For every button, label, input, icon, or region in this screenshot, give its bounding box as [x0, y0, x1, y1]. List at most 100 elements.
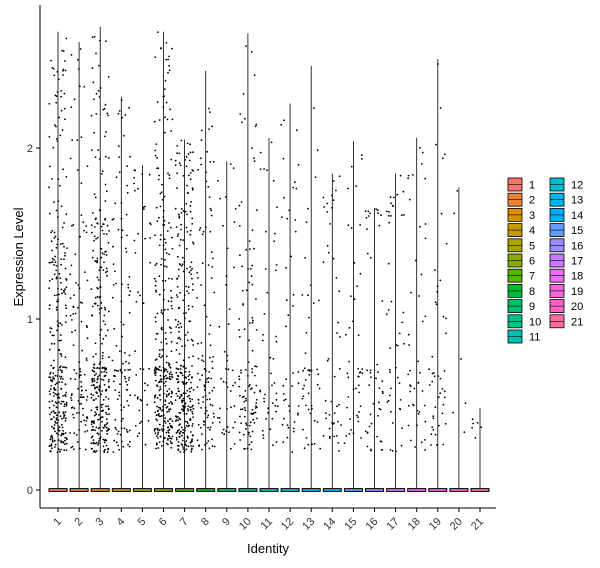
data-point [162, 370, 165, 373]
data-point [84, 271, 86, 273]
data-point [263, 400, 266, 403]
data-point [408, 344, 410, 346]
data-point [178, 429, 181, 431]
data-point [424, 449, 426, 451]
data-point [64, 288, 66, 290]
violin-base-21 [470, 488, 490, 492]
data-point [310, 404, 313, 407]
data-point [340, 424, 342, 426]
data-point [175, 349, 178, 351]
legend-label: 11 [529, 332, 540, 344]
data-point [99, 436, 102, 438]
data-point [169, 371, 172, 373]
data-point [113, 369, 116, 372]
data-point [178, 390, 181, 393]
data-point [238, 378, 241, 381]
data-point [160, 311, 163, 314]
data-point [49, 327, 52, 329]
data-point [191, 289, 194, 291]
data-point [164, 403, 167, 406]
data-point [100, 302, 103, 304]
data-point [161, 183, 163, 186]
data-point [85, 420, 88, 422]
data-point [338, 450, 340, 452]
data-point [51, 334, 54, 337]
data-point [107, 241, 110, 244]
data-point [179, 430, 182, 433]
data-point [285, 299, 288, 302]
data-point [171, 420, 174, 422]
violin-base-20 [449, 488, 469, 492]
data-point [101, 357, 104, 360]
data-point [53, 74, 56, 77]
data-point [52, 68, 55, 70]
data-point [179, 418, 182, 421]
data-point [93, 363, 95, 366]
data-point [52, 376, 54, 378]
data-point [303, 367, 306, 370]
data-point [184, 334, 187, 336]
data-point [180, 264, 183, 267]
data-point [241, 121, 243, 124]
data-point [55, 264, 58, 267]
data-point [189, 205, 192, 207]
data-point [171, 236, 173, 239]
data-point [166, 230, 169, 232]
data-point [187, 292, 190, 295]
data-point [239, 394, 241, 397]
data-point [167, 426, 170, 429]
data-point [423, 404, 426, 407]
data-point [263, 397, 265, 400]
data-point [245, 427, 247, 430]
data-point [58, 184, 61, 187]
data-point [120, 236, 123, 239]
data-point [122, 323, 125, 326]
data-point [92, 442, 95, 444]
legend-label: 13 [571, 195, 583, 207]
data-point [60, 402, 62, 405]
data-point [104, 425, 106, 428]
data-point [311, 407, 313, 410]
data-point [90, 149, 93, 152]
data-point [73, 98, 76, 101]
data-point [90, 423, 93, 426]
data-point [431, 355, 434, 358]
data-point [164, 380, 167, 383]
data-point [178, 216, 181, 219]
data-point [107, 407, 110, 410]
data-point [49, 371, 52, 374]
data-point [191, 398, 194, 401]
data-point [197, 423, 200, 426]
data-point [56, 70, 59, 73]
data-point [93, 235, 96, 238]
data-point [179, 371, 182, 374]
data-point [59, 322, 62, 325]
data-point [122, 445, 125, 448]
data-point [49, 388, 52, 390]
data-point [100, 378, 103, 381]
data-point [169, 437, 172, 440]
data-point [353, 262, 356, 264]
data-point [275, 340, 278, 343]
data-point [245, 369, 247, 371]
data-point [128, 311, 131, 314]
data-point [164, 131, 166, 134]
data-point [48, 136, 51, 138]
data-point [203, 384, 206, 387]
data-point [93, 378, 95, 380]
data-point [54, 446, 56, 448]
data-point [191, 267, 194, 270]
data-point [348, 433, 351, 435]
data-point [376, 209, 379, 212]
x-tick-label: 1 [51, 516, 64, 529]
data-point [419, 146, 421, 149]
data-point [419, 225, 421, 228]
data-point [101, 366, 104, 369]
data-point [335, 189, 337, 192]
data-point [97, 149, 100, 152]
data-point [183, 406, 186, 409]
data-point [51, 230, 54, 232]
data-point [438, 424, 440, 427]
data-point [175, 371, 178, 374]
data-point [192, 283, 194, 286]
